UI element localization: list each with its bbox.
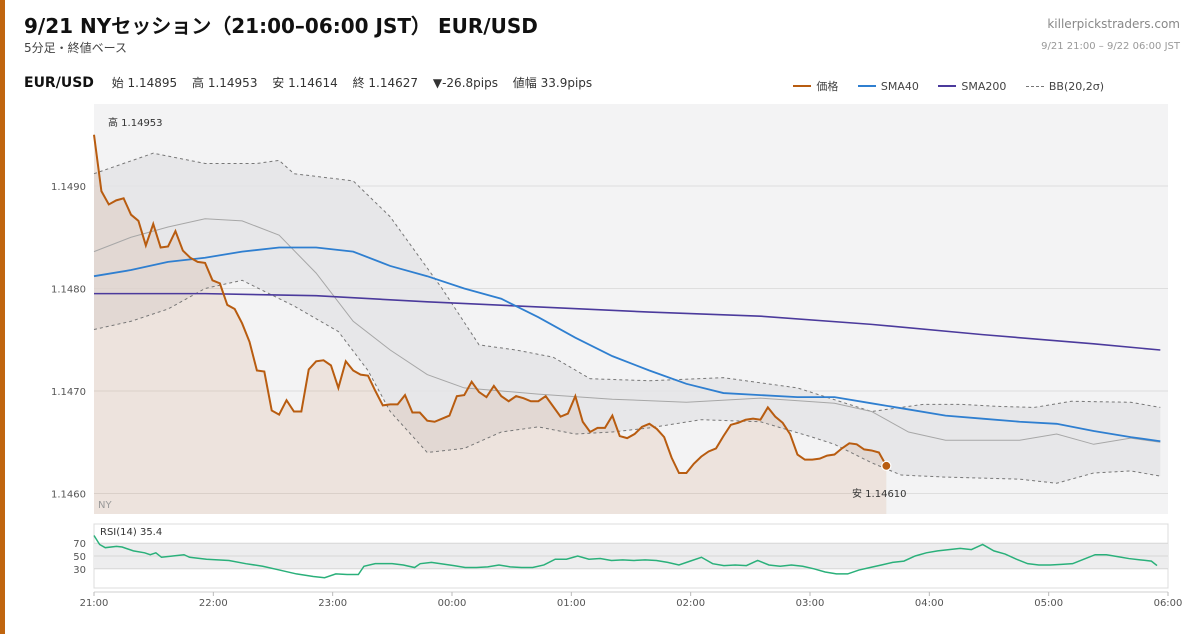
legend-bb: BB(20,2σ) — [1025, 80, 1104, 93]
x-tick-label-1: 22:00 — [199, 598, 228, 609]
change-stat: ▼-26.8pips — [432, 76, 498, 90]
chart-subtitle: 5分足・終値ベース — [24, 41, 128, 55]
low-stat: 安 1.14614 — [272, 76, 338, 90]
x-tick-label-2: 23:00 — [318, 598, 347, 609]
bb-middle-line — [93, 218, 1161, 445]
x-tick-label-4: 01:00 — [557, 598, 586, 609]
period-label: 9/21 21:00 – 9/22 06:00 JST — [1041, 41, 1180, 52]
x-tick-label-3: 00:00 — [438, 598, 467, 609]
legend-sma200: SMA200 — [938, 80, 1006, 93]
x-tick-label-7: 04:00 — [915, 598, 944, 609]
bb-band-fill — [94, 153, 1161, 484]
price-line — [93, 134, 888, 474]
sma40-line — [93, 246, 1161, 443]
legend-sma200-label: SMA200 — [961, 79, 1007, 93]
pair-label: EUR/USD — [24, 75, 94, 91]
x-tick-label-6: 03:00 — [796, 598, 825, 609]
accent-bar — [0, 0, 5, 634]
range-stat: 値幅 33.9pips — [512, 76, 593, 90]
rsi-tick-label-1: 50 — [73, 552, 86, 563]
y-tick-label-0: 1.1460 — [51, 490, 86, 501]
legend-bb-label: BB(20,2σ) — [1048, 80, 1104, 93]
legend-sma40: SMA40 — [857, 79, 919, 93]
legend-price-swatch — [793, 85, 812, 87]
legend: 価格 SMA40 SMA200 BB(20,2σ) — [777, 77, 1104, 94]
bb-upper-line — [93, 152, 1161, 413]
last-price-marker — [881, 460, 892, 471]
site-name: killerpickstraders.com — [1047, 17, 1180, 31]
sma200-line — [94, 292, 1161, 351]
stats-bar: EUR/USD 始 1.14895 高 1.14953 安 1.14614 終 … — [24, 74, 603, 91]
price-area-fill — [94, 134, 887, 514]
bb-lower-line — [93, 279, 1161, 484]
high-stat: 高 1.14953 — [192, 76, 258, 90]
legend-price: 価格 — [793, 78, 838, 94]
y-tick-label-3: 1.1490 — [51, 182, 86, 193]
rsi-tick-label-0: 70 — [73, 539, 86, 550]
x-tick-label-9: 06:00 — [1154, 598, 1183, 609]
legend-price-label: 価格 — [816, 80, 839, 93]
chart-title: 9/21 NYセッション（21:00–06:00 JST） EUR/USD — [24, 14, 538, 38]
rsi-tick-label-2: 30 — [73, 565, 86, 576]
legend-sma40-swatch — [857, 85, 876, 87]
session-label: NY — [98, 500, 112, 511]
legend-sma200-swatch — [938, 85, 957, 87]
legend-bb-swatch — [1025, 86, 1044, 87]
x-tick-label-5: 02:00 — [676, 598, 705, 609]
rsi-label: RSI(14) 35.4 — [100, 527, 162, 538]
low-annotation: 安 1.14610 — [852, 487, 907, 500]
x-tick-label-0: 21:00 — [80, 598, 109, 609]
open-stat: 始 1.14895 — [111, 76, 178, 90]
legend-sma40-label: SMA40 — [880, 79, 919, 93]
y-tick-label-1: 1.1470 — [51, 387, 86, 398]
close-stat: 終 1.14627 — [352, 76, 419, 90]
x-tick-label-8: 05:00 — [1034, 598, 1063, 609]
high-annotation: 高 1.14953 — [108, 116, 163, 129]
y-tick-label-2: 1.1480 — [51, 285, 86, 296]
rsi-line — [93, 535, 1158, 579]
